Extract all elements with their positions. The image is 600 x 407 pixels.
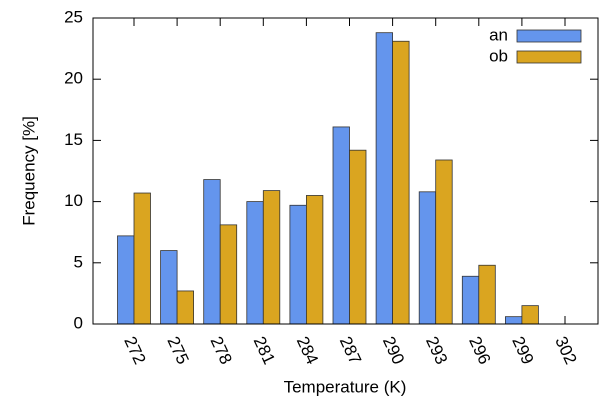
x-tick-label: 296 [465,334,494,368]
bar [504,316,523,325]
bar [435,159,453,325]
bar [375,32,394,325]
bar [478,264,496,325]
bar [461,275,480,325]
bar [160,250,178,325]
x-tick-label: 287 [336,334,365,368]
legend-swatch [516,29,582,43]
x-tick-label: 272 [120,334,149,368]
y-axis-label: Frequency [%] [19,116,38,226]
bar [305,195,324,325]
x-tick-label: 284 [293,334,322,368]
y-tick-label: 10 [64,191,83,210]
legend-label: ob [489,46,508,65]
x-axis-label: Temperature (K) [284,377,407,396]
bar [176,290,195,325]
bar [133,192,151,325]
legend-label: an [489,25,508,44]
x-tick-label: 275 [163,334,192,368]
x-tick-label: 290 [379,334,408,368]
bar [117,235,135,325]
bar [418,191,437,325]
plot-frame [92,17,599,325]
y-tick-label: 5 [74,252,83,271]
bar [203,179,221,325]
bar [262,190,281,325]
bar [332,126,350,325]
y-tick-label: 20 [64,69,83,88]
y-tick-label: 25 [64,7,83,26]
bar [392,40,410,325]
bar [349,149,367,325]
bar [521,305,539,325]
bar [246,201,264,325]
x-tick-label: 299 [508,334,537,368]
bar [289,204,307,325]
y-tick-label: 15 [64,130,83,149]
x-tick-label: 293 [422,334,451,368]
x-tick-label: 278 [207,334,236,368]
legend-swatch [516,50,582,64]
y-tick-label: 0 [74,313,83,332]
x-tick-label: 302 [551,334,580,368]
x-tick-label: 281 [250,334,279,368]
bar [219,224,238,325]
